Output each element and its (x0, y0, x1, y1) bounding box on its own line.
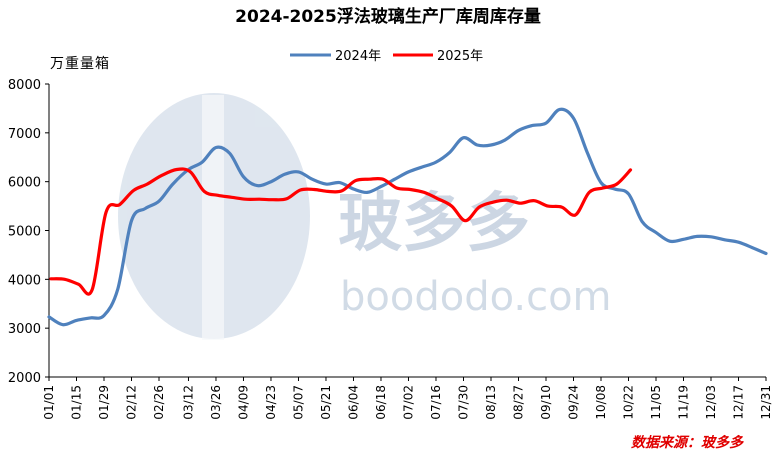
x-axis-ticks: 01/01 01/15 01/29 02/12 02/26 03/12 03/26 04/09… (42, 377, 773, 420)
x-tick-label: 12/17 (731, 385, 745, 420)
x-tick-label: 02/26 (152, 385, 166, 420)
x-tick-label: 04/09 (236, 385, 250, 420)
x-tick-label: 01/15 (70, 385, 84, 420)
x-tick-label: 09/10 (539, 385, 553, 420)
x-tick-label: 11/05 (649, 385, 663, 420)
y-tick-label: 5000 (8, 225, 41, 240)
watermark-url: boododo.com (340, 274, 612, 320)
x-tick-label: 08/27 (511, 385, 525, 420)
x-tick-label: 01/29 (97, 385, 111, 420)
y-tick-label: 7000 (8, 127, 41, 142)
y-tick-label: 3000 (8, 322, 41, 337)
legend: 2024年 2025年 (290, 49, 483, 64)
series-lines (47, 107, 768, 327)
x-tick-label: 05/07 (291, 385, 305, 420)
chart-title: 2024-2025浮法玻璃生产厂库周库存量 (235, 6, 541, 27)
x-tick-label: 10/08 (594, 385, 608, 420)
y-tick-label: 4000 (8, 273, 41, 288)
watermark: 玻多多 boododo.com (118, 93, 612, 340)
watermark-logo-ellipse (118, 93, 310, 339)
x-tick-label: 07/30 (456, 385, 470, 420)
legend-label-2025: 2025年 (437, 49, 483, 64)
y-tick-label: 6000 (8, 176, 41, 191)
x-tick-label: 04/23 (264, 385, 278, 420)
x-tick-label: 12/31 (759, 385, 773, 420)
series-line-2025 (49, 167, 633, 296)
x-tick-label: 06/04 (346, 385, 360, 420)
x-tick-label: 08/13 (484, 385, 498, 420)
x-tick-label: 03/12 (181, 385, 195, 420)
x-tick-label: 09/24 (566, 385, 580, 420)
x-tick-label: 12/03 (704, 385, 718, 420)
x-tick-label: 10/22 (621, 385, 635, 420)
source-note: 数据来源：玻多多 (631, 434, 744, 451)
y-axis-ticks: 2000 3000 4000 5000 6000 7000 8000 (8, 78, 49, 386)
y-axis-unit-label: 万重量箱 (50, 56, 110, 72)
x-tick-label: 03/26 (209, 385, 223, 420)
legend-label-2024: 2024年 (335, 49, 381, 64)
y-tick-label: 2000 (8, 371, 41, 386)
x-tick-label: 11/19 (676, 385, 690, 420)
series-line-2024 (47, 107, 768, 327)
x-tick-label: 02/12 (125, 385, 139, 420)
watermark-logo-bar (202, 95, 224, 340)
x-tick-label: 07/02 (401, 385, 415, 420)
x-tick-label: 05/21 (319, 385, 333, 420)
x-tick-label: 06/18 (374, 385, 388, 420)
y-tick-label: 8000 (8, 78, 41, 93)
x-tick-label: 01/01 (42, 385, 56, 420)
x-tick-label: 07/16 (429, 385, 443, 420)
